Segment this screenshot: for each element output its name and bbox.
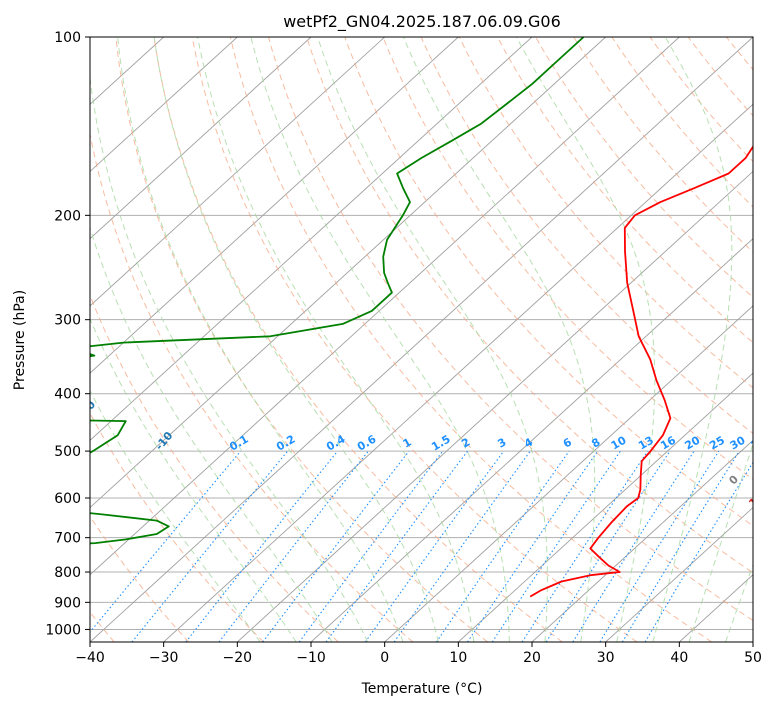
- mixing-ratio-line: [621, 450, 740, 642]
- isotherm-line: [90, 37, 238, 173]
- mixing-ratio-line: [298, 450, 444, 642]
- moist-adiabat-label: 20: [750, 519, 770, 539]
- dewpoint-profile-line: [90, 37, 585, 545]
- dry-adiabat-line: [115, 37, 488, 642]
- mixing-ratio-line: [90, 450, 242, 633]
- y-tick-label: 700: [54, 531, 81, 547]
- x-tick-label: −30: [149, 650, 179, 666]
- chart-title: wetPf2_GN04.2025.187.06.09.G06: [283, 12, 561, 32]
- x-tick-label: −20: [223, 650, 253, 666]
- dry-adiabat-line: [535, 37, 753, 298]
- mixing-ratio-line: [185, 450, 339, 642]
- x-tick-label: 30: [597, 650, 615, 666]
- profile-lines: [90, 37, 753, 598]
- moist-adiabat-line: [688, 442, 753, 642]
- dry-adiabat-line: [229, 37, 712, 642]
- dry-adiabat-line: [382, 37, 753, 481]
- moist-adiabat-label: 10: [746, 490, 766, 510]
- y-tick-label: 900: [54, 595, 81, 611]
- y-tick-label: 100: [54, 30, 81, 46]
- moist-adiabat-line: [725, 563, 753, 642]
- dry-adiabat-line: [268, 37, 753, 622]
- plot-frame: [89, 36, 754, 643]
- mixing-ratio-line: [521, 450, 649, 642]
- isotherm-line: [90, 37, 312, 240]
- mixing-ratio-line: [467, 450, 599, 642]
- x-tick-label: 10: [449, 650, 467, 666]
- mixing-ratio-line: [491, 450, 621, 642]
- x-tick-label: −40: [75, 650, 105, 666]
- y-tick-label: 400: [54, 387, 81, 403]
- dry-adiabat-line: [496, 37, 753, 344]
- x-tick-label: 50: [744, 650, 762, 666]
- isotherm-line: [384, 305, 753, 642]
- dry-adiabat-line: [191, 37, 638, 642]
- dry-adiabat-line: [90, 131, 414, 642]
- mixing-ratio-line: [435, 450, 570, 642]
- mixing-ratio-label: 36: [748, 433, 768, 452]
- y-tick-label: 800: [54, 565, 81, 581]
- isotherm-line: [90, 37, 753, 642]
- moist-adiabat-line: [153, 37, 439, 642]
- mixing-ratio-line: [572, 450, 695, 642]
- mixing-ratio-line: [325, 450, 468, 642]
- y-tick-label: 200: [54, 208, 81, 224]
- moist-adiabat-line: [317, 37, 548, 642]
- isotherm-line: [237, 170, 753, 642]
- dry-adiabat-label: -20: [75, 398, 98, 422]
- moist-adiabat-line: [250, 37, 510, 642]
- dry-adiabat-line: [344, 37, 753, 527]
- isotherm-line: [163, 103, 753, 642]
- mixing-ratio-line: [131, 450, 289, 642]
- mixing-ratio-line: [262, 450, 410, 642]
- mixing-ratio-line: [364, 450, 505, 642]
- x-tick-label: 0: [380, 650, 389, 666]
- y-tick-label: 1000: [45, 622, 81, 638]
- isotherm-line: [310, 238, 753, 642]
- isotherm-line: [90, 37, 385, 307]
- mixing-ratio-line: [393, 450, 531, 642]
- y-tick-label: 600: [54, 491, 81, 507]
- moist-adiabat-line: [652, 37, 733, 642]
- isotherm-line: [90, 37, 459, 374]
- dry-adiabat-line: [90, 412, 264, 642]
- mixing-ratio-line: [545, 450, 671, 642]
- x-tick-label: 20: [523, 650, 541, 666]
- moist-adiabat-line: [197, 37, 475, 642]
- moist-adiabat-line: [117, 37, 404, 642]
- moist-adiabat-line: [90, 73, 369, 642]
- dry-adiabat-line: [306, 37, 753, 574]
- x-tick-label: 40: [670, 650, 688, 666]
- moist-adiabat-line: [90, 389, 261, 642]
- y-axis-label: Pressure (hPa): [12, 290, 28, 390]
- isotherm-line: [531, 439, 753, 642]
- moist-adiabat-line: [402, 37, 596, 642]
- isotherm-line: [90, 37, 680, 576]
- temperature-profile-line: [529, 145, 753, 598]
- y-tick-label: 500: [54, 444, 81, 460]
- dry-adiabat-line: [90, 515, 190, 642]
- isotherm-line: [458, 372, 753, 642]
- y-tick-label: 300: [54, 313, 81, 329]
- dry-adiabat-line: [153, 37, 563, 642]
- axis-ticks: −40 −30 −20 −10 0 10 20 30 40 50 100 200 300 400 500 60…: [45, 30, 762, 666]
- moist-adiabat-line: [90, 317, 297, 642]
- x-axis-label: Temperature (°C): [361, 681, 483, 697]
- x-tick-label: −10: [296, 650, 326, 666]
- isotherm-line: [605, 506, 753, 642]
- moist-adiabat-line: [90, 226, 333, 642]
- isotherm-line: [90, 37, 606, 509]
